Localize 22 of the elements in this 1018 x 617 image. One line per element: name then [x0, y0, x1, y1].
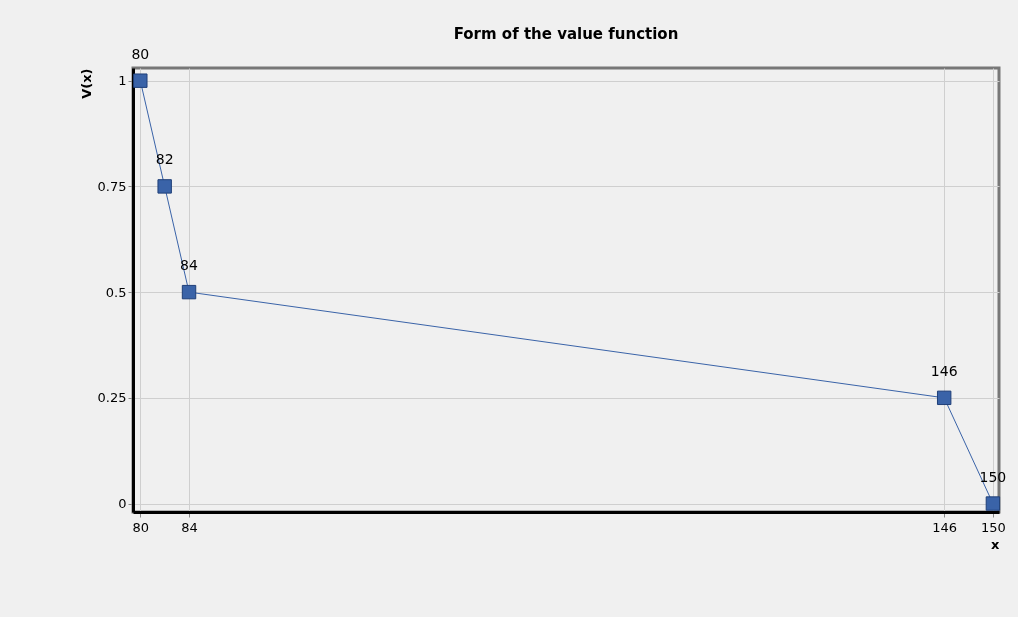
x-tick-label: 146 [932, 519, 958, 535]
y-tick-label: 0.5 [105, 284, 127, 300]
y-tick-label: 1 [118, 73, 127, 89]
point [181, 284, 197, 300]
y-tick-label: 0.75 [97, 178, 127, 194]
x-axis-title: x [991, 536, 1001, 552]
annotation: 82 [155, 151, 174, 168]
point [936, 390, 952, 406]
y-tick-label: 0 [118, 496, 127, 512]
x-tick-label: 84 [181, 519, 198, 535]
x-tick-label: 80 [132, 519, 150, 535]
y-axis-title: V(x) [78, 68, 94, 99]
point [133, 73, 148, 88]
annotation: 84 [180, 257, 199, 274]
annotation: 80 [131, 45, 150, 62]
annotation: 150 [979, 468, 1007, 485]
chart-title: Form of the value function [453, 24, 679, 43]
annotation: 146 [930, 362, 958, 379]
x-tick-label: 150 [981, 519, 1006, 535]
y-tick-label: 0.25 [97, 390, 127, 406]
point [157, 179, 172, 194]
point [985, 496, 1001, 511]
